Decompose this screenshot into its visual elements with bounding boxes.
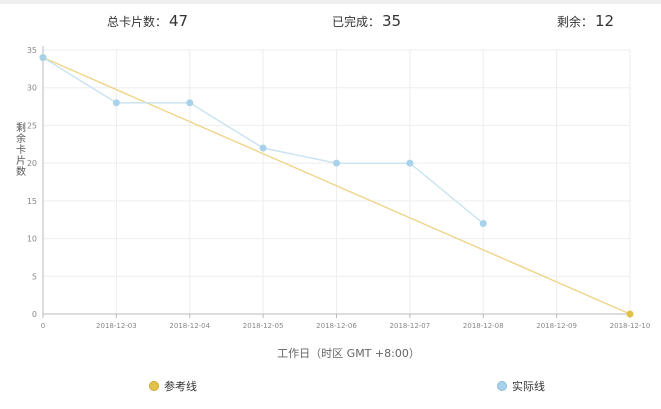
legend-actual-marker-icon: [497, 381, 507, 391]
reference-point: [626, 310, 634, 318]
actual-point: [259, 144, 267, 152]
completed-cards-value: 35: [382, 12, 402, 30]
y-axis-label: 剩余卡片数: [16, 121, 26, 178]
x-tick-label: 2018-12-08: [463, 322, 504, 330]
actual-point: [333, 159, 340, 167]
x-tick-label: 2018-12-07: [390, 322, 431, 330]
x-tick-label: 2018-12-03: [96, 322, 137, 330]
legend-reference-line[interactable]: 参考线: [149, 378, 197, 394]
actual-point: [112, 99, 120, 107]
completed-cards-label: 已完成：: [332, 15, 381, 29]
remaining-cards-value: 12: [595, 12, 615, 30]
actual-point: [186, 99, 194, 107]
y-tick-label: 30: [27, 84, 37, 93]
legend-reference-label: 参考线: [164, 380, 197, 393]
legend-actual-line[interactable]: 实际线: [497, 378, 545, 394]
remaining-cards-stat: 剩余： 12: [557, 12, 614, 34]
actual-point: [479, 219, 487, 227]
x-tick-label: 0: [41, 322, 45, 330]
total-cards-label: 总卡片数：: [107, 15, 168, 29]
x-tick-label: 2018-12-09: [536, 322, 577, 330]
legend-reference-marker-icon: [149, 381, 159, 391]
total-cards-value: 47: [169, 12, 189, 30]
x-tick-label: 2018-12-05: [243, 322, 284, 330]
y-tick-label: 20: [27, 159, 37, 168]
y-tick-label: 15: [27, 197, 37, 206]
x-tick-label: 2018-12-06: [316, 322, 357, 330]
y-tick-label: 35: [27, 46, 37, 55]
x-tick-label: 2018-12-10: [610, 322, 651, 330]
y-tick-label: 5: [32, 272, 37, 281]
actual-point: [39, 54, 47, 62]
y-tick-label: 25: [27, 121, 37, 130]
x-tick-label: 2018-12-04: [169, 322, 210, 330]
top-border: [0, 0, 661, 4]
completed-cards-stat: 已完成： 35: [332, 12, 401, 34]
x-axis-label: 工作日（时区 GMT +8:00）: [277, 347, 420, 360]
reference-line: [42, 56, 631, 315]
actual-point: [406, 159, 414, 167]
legend-actual-label: 实际线: [512, 380, 545, 393]
y-tick-label: 0: [32, 310, 37, 319]
remaining-cards-label: 剩余：: [557, 15, 594, 29]
y-tick-label: 10: [27, 235, 37, 244]
total-cards-stat: 总卡片数： 47: [107, 12, 188, 34]
